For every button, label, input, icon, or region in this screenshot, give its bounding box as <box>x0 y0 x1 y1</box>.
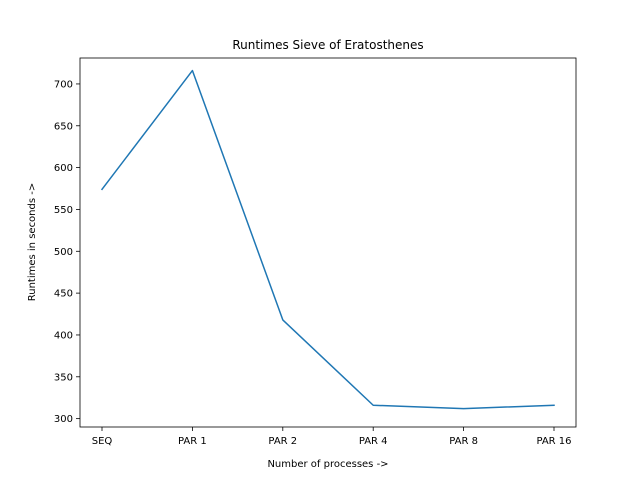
y-tick-label: 350 <box>54 372 73 383</box>
series-line-0 <box>102 71 554 409</box>
plot-area: SEQ PAR 1 PAR 2 PAR 4 PAR 8 PAR 16 300 350 400 45… <box>54 58 576 447</box>
x-tick-label: SEQ <box>92 436 113 447</box>
y-tick-label: 300 <box>54 414 73 425</box>
x-tick-label: PAR 4 <box>359 436 388 447</box>
plot-frame <box>80 58 576 427</box>
x-axis-label: Number of processes -> <box>267 459 388 470</box>
y-axis-label: Runtimes in seconds -> <box>27 183 38 302</box>
x-tick-label: PAR 16 <box>536 436 571 447</box>
y-tick-label: 550 <box>54 205 73 216</box>
y-tick-label: 400 <box>54 330 73 341</box>
x-tick-label: PAR 2 <box>268 436 297 447</box>
y-tick-label: 700 <box>54 79 73 90</box>
y-tick-label: 650 <box>54 121 73 132</box>
x-tick-label: PAR 8 <box>449 436 478 447</box>
y-tick-label: 450 <box>54 289 73 300</box>
y-tick-label: 500 <box>54 247 73 258</box>
x-tick-label: PAR 1 <box>178 436 207 447</box>
y-tick-label: 600 <box>54 163 73 174</box>
chart-title: Runtimes Sieve of Eratosthenes <box>232 38 423 52</box>
